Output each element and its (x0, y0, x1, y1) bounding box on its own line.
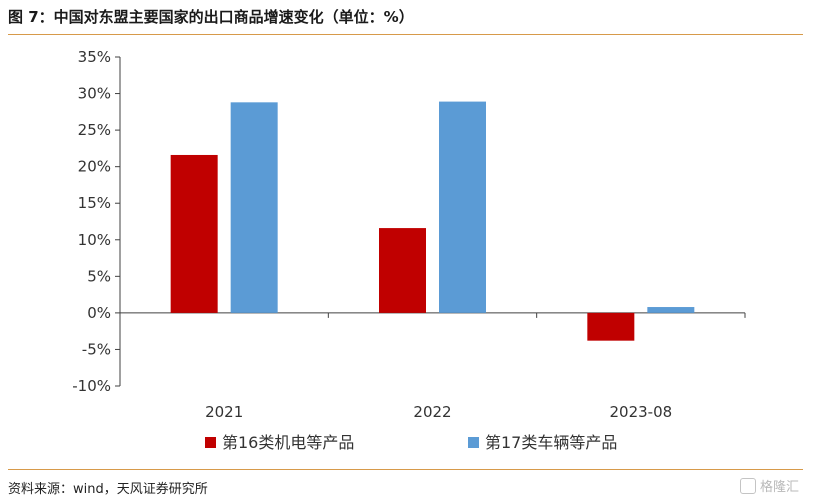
legend-label-1: 第16类机电等产品 (222, 433, 354, 452)
legend: 第16类机电等产品 第17类车辆等产品 (205, 433, 617, 452)
source-note: 资料来源：wind，天风证券研究所 (8, 482, 208, 497)
bar-series2-2023-08 (647, 307, 695, 313)
bar-series2-2022 (439, 101, 486, 313)
y-tick-label: -5% (82, 340, 111, 358)
y-tick-label: 30% (78, 85, 111, 103)
watermark-text: 格隆汇 (759, 480, 799, 495)
bar-series1-2022 (379, 228, 426, 313)
footer-divider (8, 469, 803, 470)
y-tick-label: 35% (78, 48, 111, 66)
bar-series2-2021 (230, 102, 278, 313)
y-tick-label: 10% (78, 231, 111, 249)
x-category-label: 2023-08 (609, 403, 672, 421)
y-tick-label: 20% (78, 158, 111, 176)
x-category-label: 2021 (205, 403, 243, 421)
watermark-logo-icon (739, 478, 756, 494)
y-tick-label: -10% (72, 377, 111, 395)
watermark: 格隆汇 (739, 476, 799, 495)
legend-swatch-1 (205, 437, 216, 448)
y-tick-label: 5% (87, 267, 111, 285)
figure-title: 图 7：中国对东盟主要国家的出口商品增速变化（单位：%） (8, 8, 414, 26)
legend-swatch-2 (468, 437, 479, 448)
bar-chart: 35%30%25%20%15%10%5%0%-5%-10% 2021 2022 20… (72, 48, 746, 452)
y-tick-label: 15% (78, 194, 111, 212)
x-axis: 2021 2022 2023-08 (119, 312, 746, 421)
bar-series1-2023-08 (587, 312, 635, 341)
x-category-label: 2022 (413, 403, 451, 421)
title-divider (8, 34, 803, 35)
bar-series1-2021 (170, 154, 218, 313)
legend-label-2: 第17类车辆等产品 (485, 433, 617, 452)
y-tick-label: 0% (87, 304, 111, 322)
y-tick-label: 25% (78, 121, 111, 139)
y-axis: 35% 30% 25% 20% 15% 10% 5% 0% -5% -10% (72, 48, 121, 395)
bars (170, 101, 695, 341)
